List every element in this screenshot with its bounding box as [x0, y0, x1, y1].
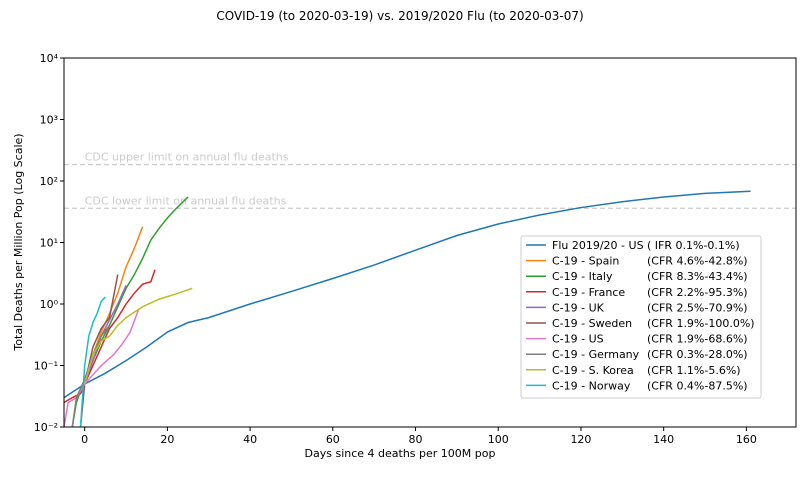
series-line [64, 269, 156, 404]
series-line [83, 285, 127, 385]
x-tick-label: 20 [160, 433, 174, 446]
series-line [83, 287, 193, 385]
legend-box [520, 235, 762, 399]
reference-label: CDC upper limit on annual flu deaths [85, 151, 289, 164]
y-axis-label: Total Deaths per Million Pop (Log Scale) [12, 133, 25, 351]
y-tick-label: 10⁻¹ [34, 360, 58, 373]
legend-note: (CFR 0.4%-87.5%) [647, 379, 748, 392]
y-tick-label: 10⁰ [40, 298, 59, 311]
plot-area: CDC upper limit on annual flu deaths CDC … [64, 151, 796, 427]
legend-note: (CFR 2.2%-95.3%) [647, 286, 748, 299]
x-tick-label: 60 [326, 433, 340, 446]
legend-label: C-19 - S. Korea [552, 364, 634, 377]
reference-label: CDC lower limit on annual flu deaths [85, 194, 287, 207]
y-tick-label: 10⁴ [40, 52, 59, 65]
chart-title: COVID-19 (to 2020-03-19) vs. 2019/2020 F… [216, 9, 583, 23]
legend-note: ( IFR 0.1%-0.1%) [647, 239, 740, 252]
x-tick-label: 80 [409, 433, 423, 446]
y-tick-label: 10³ [40, 114, 58, 127]
legend-label: C-19 - Sweden [552, 317, 632, 330]
legend-note: (CFR 0.3%-28.0%) [647, 348, 748, 361]
legend-label: C-19 - France [552, 286, 625, 299]
legend-label: C-19 - Italy [552, 270, 613, 283]
x-tick-label: 160 [736, 433, 757, 446]
y-tick-label: 10¹ [40, 237, 58, 250]
legend-note: (CFR 4.6%-42.8%) [647, 255, 748, 268]
x-tick-label: 0 [81, 433, 88, 446]
x-tick-label: 40 [243, 433, 257, 446]
series-line [79, 296, 106, 427]
legend-label: C-19 - Spain [552, 255, 619, 268]
series-line [64, 190, 751, 399]
legend-label: Flu 2019/20 - US [552, 239, 644, 252]
legend-note: (CFR 2.5%-70.9%) [647, 301, 748, 314]
legend-label: C-19 - Germany [552, 348, 640, 361]
x-axis-label: Days since 4 deaths per 100M pop [305, 447, 496, 460]
x-tick-label: 120 [570, 433, 591, 446]
series-line [64, 309, 140, 427]
legend-label: C-19 - Norway [552, 379, 631, 392]
x-tick-label: 100 [488, 433, 509, 446]
series-line [79, 274, 119, 427]
y-tick-label: 10⁻² [34, 421, 58, 434]
legend: Flu 2019/20 - US( IFR 0.1%-0.1%) C-19 - S… [520, 235, 762, 399]
legend-label: C-19 - US [552, 333, 604, 346]
legend-note: (CFR 1.9%-68.6%) [647, 333, 748, 346]
legend-note: (CFR 1.1%-5.6%) [647, 364, 741, 377]
y-tick-label: 10² [40, 175, 58, 188]
legend-note: (CFR 1.9%-100.0%) [647, 317, 755, 330]
legend-label: C-19 - UK [552, 301, 605, 314]
legend-note: (CFR 8.3%-43.4%) [647, 270, 748, 283]
x-tick-label: 140 [653, 433, 674, 446]
